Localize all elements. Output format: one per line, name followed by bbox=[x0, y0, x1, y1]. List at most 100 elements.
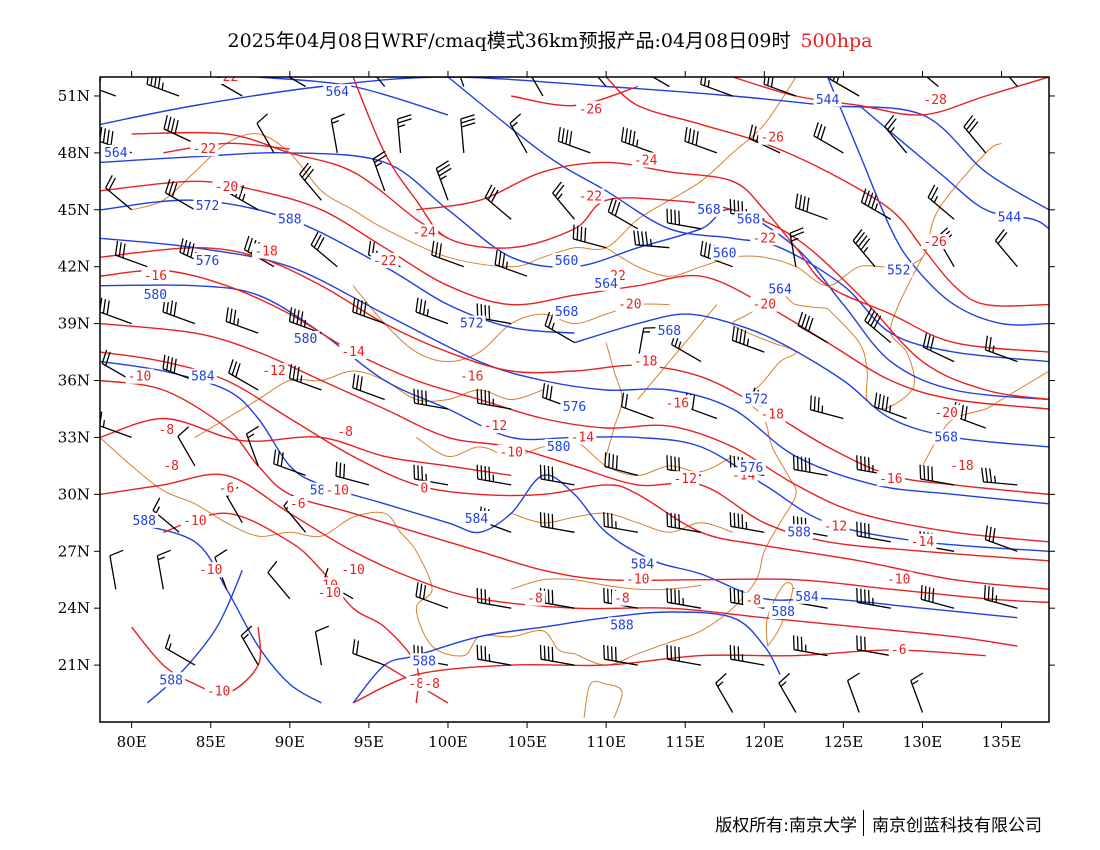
wind-barb bbox=[813, 122, 844, 154]
temperature-contour-line bbox=[100, 180, 1049, 410]
height-contour-label-bg bbox=[655, 323, 684, 339]
height-contour-label-bg bbox=[552, 253, 581, 269]
wind-barb bbox=[539, 587, 575, 609]
temperature-contour-label: -18 bbox=[760, 408, 783, 423]
temperature-contour-line bbox=[511, 85, 638, 107]
temperature-contour-line bbox=[416, 161, 1049, 353]
wind-barb bbox=[620, 127, 654, 154]
temperature-contour-label: -10 bbox=[341, 563, 364, 578]
wind-barb bbox=[541, 383, 575, 410]
temperature-contour-label-bg bbox=[821, 518, 850, 534]
wind-barb bbox=[572, 224, 607, 249]
wind-barb bbox=[666, 587, 702, 609]
temperature-contour-label: -14 bbox=[341, 345, 365, 360]
wind-barb bbox=[852, 229, 876, 268]
height-contour-label: 568 bbox=[697, 203, 720, 218]
lon-tick-label: 90E bbox=[275, 733, 305, 751]
height-contour-label-bg bbox=[544, 438, 573, 454]
wind-barb bbox=[330, 113, 345, 154]
temperature-contour-label-bg bbox=[259, 363, 288, 379]
wind-barb bbox=[603, 512, 638, 533]
height-contour-label: 576 bbox=[563, 400, 586, 415]
temperature-contour-label: -14 bbox=[911, 535, 935, 550]
wind-barb bbox=[651, 77, 670, 88]
temperature-contour-label: -20 bbox=[215, 180, 238, 195]
title-main: 2025年04月08日WRF/cmaq模式36km预报产品:04月08日09时 bbox=[227, 30, 791, 52]
wind-barb bbox=[666, 512, 702, 533]
temperature-contour-label: -6 bbox=[891, 643, 907, 658]
wind-barb bbox=[164, 634, 196, 666]
border-line bbox=[574, 294, 828, 666]
wind-barb bbox=[856, 455, 891, 477]
wind-barb bbox=[105, 174, 133, 211]
height-contour-label-bg bbox=[157, 672, 186, 688]
height-contour-label: 588 bbox=[772, 605, 795, 620]
temperature-contour-line bbox=[163, 512, 420, 704]
temperature-contour-label: -12 bbox=[824, 520, 847, 535]
wind-barb bbox=[927, 184, 955, 220]
temperature-contour-line bbox=[605, 77, 1049, 307]
temperature-contour-label-bg bbox=[663, 395, 692, 411]
wind-barb bbox=[164, 178, 196, 211]
wind-barb bbox=[809, 395, 844, 420]
plot-frame bbox=[99, 76, 1050, 723]
height-contour-label-bg bbox=[628, 556, 657, 572]
wind-barb bbox=[413, 464, 449, 486]
height-contour-line bbox=[100, 152, 1049, 401]
height-contour-label: 580 bbox=[547, 440, 570, 455]
lat-tick-label: 36N bbox=[58, 372, 90, 390]
temperature-contour-label-bg bbox=[125, 368, 154, 384]
wind-barb bbox=[162, 297, 196, 325]
wind-barb bbox=[1008, 77, 1018, 87]
height-contours bbox=[100, 77, 1049, 704]
height-contour-label-bg bbox=[694, 201, 723, 217]
wind-barb bbox=[459, 77, 465, 87]
height-contour-label: 560 bbox=[555, 254, 578, 269]
temperature-contour-label-bg bbox=[932, 404, 961, 420]
wind-barb bbox=[607, 197, 639, 230]
wind-barb bbox=[288, 307, 322, 334]
lat-tick-label: 21N bbox=[58, 656, 90, 674]
temperature-contour-label-bg bbox=[252, 243, 281, 259]
temperature-contour-label-bg bbox=[888, 641, 909, 657]
temperature-contour-label-bg bbox=[908, 533, 937, 549]
temperature-contour-label-bg bbox=[335, 423, 356, 439]
temperature-contour-label-bg bbox=[884, 571, 913, 587]
contour-labels: 5445445525605685685645725765805845885885… bbox=[101, 77, 1024, 700]
wind-barb bbox=[597, 77, 607, 87]
height-contour-label-bg bbox=[785, 524, 814, 540]
temperature-contour-label-bg bbox=[180, 512, 209, 528]
wind-barb bbox=[494, 250, 528, 277]
wind-barb bbox=[310, 231, 338, 268]
height-contour-label: 572 bbox=[745, 393, 768, 408]
border-line bbox=[511, 578, 702, 591]
wind-barb bbox=[792, 455, 828, 477]
temperature-contour-label: -24 bbox=[634, 153, 658, 168]
wind-barb bbox=[476, 644, 512, 666]
wind-barb bbox=[925, 77, 939, 87]
height-contour-label: 588 bbox=[412, 654, 435, 669]
height-contour-label-bg bbox=[884, 262, 913, 278]
height-contour-label-bg bbox=[188, 368, 217, 384]
temperature-contour-label-bg bbox=[623, 571, 652, 587]
height-contour-label-bg bbox=[462, 511, 491, 527]
temperature-contour-label-bg bbox=[156, 421, 177, 437]
temperature-contour-label: -8 bbox=[527, 592, 543, 607]
wind-barb bbox=[552, 181, 575, 220]
temperature-contour-label: -8 bbox=[745, 594, 761, 609]
temperature-contour-label: -16 bbox=[460, 370, 483, 385]
wind-barb bbox=[748, 124, 781, 154]
temperature-contour-label: -18 bbox=[950, 459, 973, 474]
height-contour-label: 588 bbox=[133, 514, 156, 529]
wind-barb bbox=[287, 77, 306, 88]
temperature-contour-label: 0 bbox=[420, 482, 428, 497]
wind-barb bbox=[633, 230, 670, 249]
border-line bbox=[827, 256, 923, 410]
wind-barb bbox=[240, 625, 259, 666]
wind-barb bbox=[484, 184, 512, 220]
temperature-contour-label-bg bbox=[481, 418, 510, 434]
height-contour-label-bg bbox=[101, 144, 130, 160]
temperature-contour-label: -18 bbox=[634, 355, 657, 370]
border-line bbox=[100, 437, 575, 657]
temperature-contour-label-bg bbox=[422, 676, 443, 692]
